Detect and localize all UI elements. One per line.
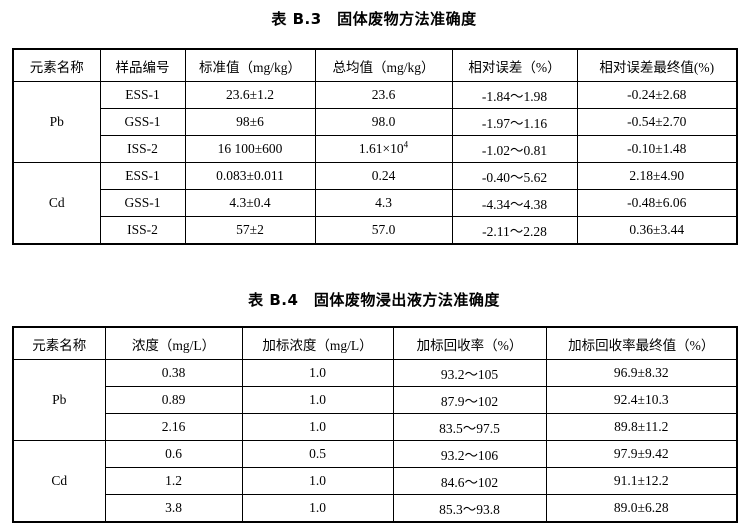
cell-standard: 98±6 <box>184 108 316 136</box>
cell-mean: 57.0 <box>314 216 453 245</box>
cell-recovery: 85.3～93.8 <box>392 494 547 523</box>
table-row: Cd 0.6 0.5 93.2～106 97.9±9.42 <box>12 440 738 523</box>
table-row: Cd ESS-1 0.083±0.011 0.24 -0.40～5.62 2.1… <box>12 162 738 245</box>
cell-final: 0.36±3.44 <box>576 216 738 245</box>
header-element-name: 元素名称 <box>12 326 106 360</box>
cell-recovery: 83.5～97.5 <box>392 413 547 441</box>
element-cell-cd: Cd <box>12 162 101 245</box>
cell-mean: 4.3 <box>314 189 453 217</box>
cell-spike: 0.5 <box>241 440 394 468</box>
cell-standard: 23.6±1.2 <box>184 81 316 109</box>
table-row: 0.89 1.0 87.9～102 92.4±10.3 <box>13 386 738 414</box>
cell-concentration: 1.2 <box>104 467 243 495</box>
table-b3-header-row: 元素名称 样品编号 标准值（mg/kg） 总均值（mg/kg） 相对误差（%） … <box>12 48 738 82</box>
table-row: 1.2 1.0 84.6～102 91.1±12.2 <box>13 467 738 495</box>
cell-final: 92.4±10.3 <box>545 386 738 414</box>
header-element-name: 元素名称 <box>12 48 101 82</box>
cell-sample: ESS-1 <box>99 81 186 109</box>
table-b3-title: 表 B.3 固体废物方法准确度 <box>271 10 477 28</box>
cell-relative-error: -1.02～0.81 <box>451 135 578 163</box>
header-relative-error-final: 相对误差最终值(%) <box>576 48 738 82</box>
cell-mean: 98.0 <box>314 108 453 136</box>
cell-sample: ESS-1 <box>99 162 186 190</box>
cell-recovery: 93.2～105 <box>392 359 547 387</box>
cell-sample: ISS-2 <box>99 216 186 245</box>
table-b4: 元素名称 浓度（mg/L） 加标浓度（mg/L） 加标回收率（%） 加标回收率最… <box>12 326 738 523</box>
cell-standard: 4.3±0.4 <box>184 189 316 217</box>
element-cell-pb: Pb <box>12 81 101 163</box>
cell-mean: 23.6 <box>314 81 453 109</box>
cell-final: -0.48±6.06 <box>576 189 738 217</box>
cell-recovery: 87.9～102 <box>392 386 547 414</box>
header-spike-recovery: 加标回收率（%） <box>392 326 547 360</box>
mean-mantissa: 1.61×10 <box>358 141 404 156</box>
cell-final: 89.0±6.28 <box>545 494 738 523</box>
cell-standard: 0.083±0.011 <box>184 162 316 190</box>
table-b4-title: 表 B.4 固体废物浸出液方法准确度 <box>248 291 500 309</box>
cell-concentration: 0.38 <box>104 359 243 387</box>
cell-relative-error: -4.34～4.38 <box>451 189 578 217</box>
header-mean-value: 总均值（mg/kg） <box>314 48 453 82</box>
table-row: 3.8 1.0 85.3～93.8 89.0±6.28 <box>13 494 738 523</box>
cell-final: 91.1±12.2 <box>545 467 738 495</box>
cell-concentration: 0.6 <box>104 440 243 468</box>
table-b4-header-row: 元素名称 浓度（mg/L） 加标浓度（mg/L） 加标回收率（%） 加标回收率最… <box>12 326 738 360</box>
cell-spike: 1.0 <box>241 359 394 387</box>
cell-standard: 57±2 <box>184 216 316 245</box>
header-relative-error: 相对误差（%） <box>451 48 578 82</box>
cell-final: 2.18±4.90 <box>576 162 738 190</box>
cell-final: 97.9±9.42 <box>545 440 738 468</box>
cell-relative-error: -1.84～1.98 <box>451 81 578 109</box>
mean-exponent: 4 <box>403 139 409 150</box>
header-spike-recovery-final: 加标回收率最终值（%） <box>545 326 738 360</box>
cell-recovery: 93.2～106 <box>392 440 547 468</box>
cell-final: -0.54±2.70 <box>576 108 738 136</box>
table-row: GSS-1 98±6 98.0 -1.97～1.16 -0.54±2.70 <box>13 108 738 136</box>
cell-spike: 1.0 <box>241 467 394 495</box>
cell-spike: 1.0 <box>241 413 394 441</box>
table-row: Pb ESS-1 23.6±1.2 23.6 -1.84～1.98 -0.24±… <box>12 81 738 163</box>
cell-spike: 1.0 <box>241 386 394 414</box>
cell-relative-error: -0.40～5.62 <box>451 162 578 190</box>
cell-final: -0.10±1.48 <box>576 135 738 163</box>
header-concentration: 浓度（mg/L） <box>104 326 243 360</box>
cell-mean-scientific: 1.61×104 <box>314 135 453 163</box>
header-sample-id: 样品编号 <box>99 48 186 82</box>
element-cell-cd: Cd <box>12 440 106 523</box>
header-spike-concentration: 加标浓度（mg/L） <box>241 326 394 360</box>
table-row: Pb 0.38 1.0 93.2～105 96.9±8.32 <box>12 359 738 441</box>
cell-recovery: 84.6～102 <box>392 467 547 495</box>
cell-mean: 0.24 <box>314 162 453 190</box>
cell-spike: 1.0 <box>241 494 394 523</box>
table-row: ISS-2 16 100±600 1.61×104 -1.02～0.81 -0.… <box>13 135 738 163</box>
cell-sample: GSS-1 <box>99 108 186 136</box>
table-row: ISS-2 57±2 57.0 -2.11～2.28 0.36±3.44 <box>13 216 738 245</box>
header-standard-value: 标准值（mg/kg） <box>184 48 316 82</box>
cell-final: 89.8±11.2 <box>545 413 738 441</box>
cell-final: 96.9±8.32 <box>545 359 738 387</box>
cell-standard: 16 100±600 <box>184 135 316 163</box>
table-b3: 元素名称 样品编号 标准值（mg/kg） 总均值（mg/kg） 相对误差（%） … <box>12 48 738 245</box>
cell-relative-error: -2.11～2.28 <box>451 216 578 245</box>
cell-sample: ISS-2 <box>99 135 186 163</box>
table-row: GSS-1 4.3±0.4 4.3 -4.34～4.38 -0.48±6.06 <box>13 189 738 217</box>
cell-sample: GSS-1 <box>99 189 186 217</box>
element-cell-pb: Pb <box>12 359 106 441</box>
table-row: 2.16 1.0 83.5～97.5 89.8±11.2 <box>13 413 738 441</box>
cell-concentration: 2.16 <box>104 413 243 441</box>
cell-concentration: 0.89 <box>104 386 243 414</box>
cell-concentration: 3.8 <box>104 494 243 523</box>
cell-relative-error: -1.97～1.16 <box>451 108 578 136</box>
cell-final: -0.24±2.68 <box>576 81 738 109</box>
